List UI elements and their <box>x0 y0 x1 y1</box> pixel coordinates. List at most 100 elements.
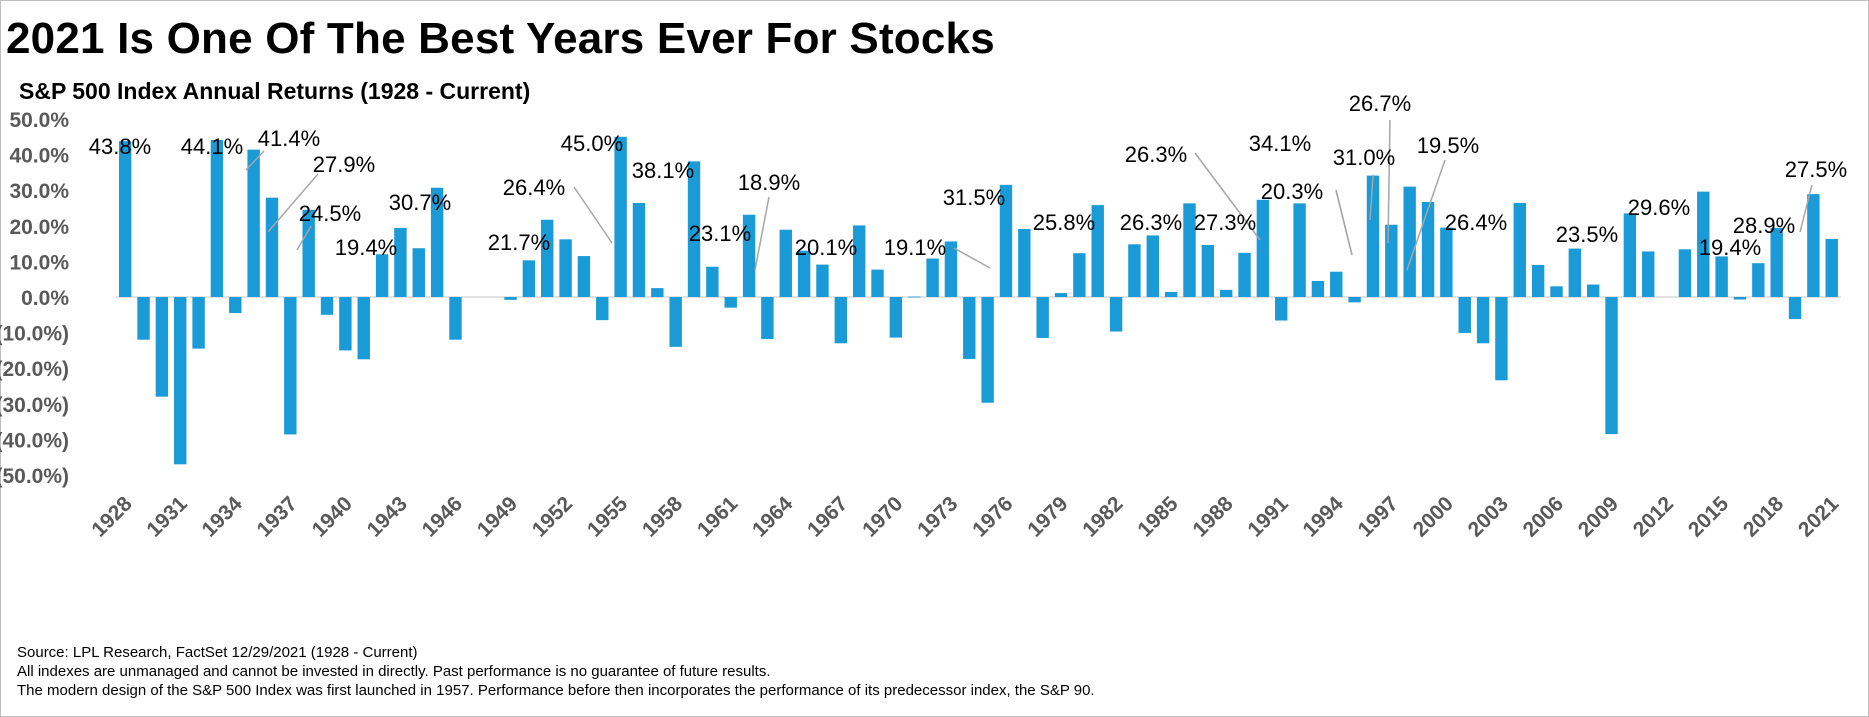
data-label-1996: 20.3% <box>1261 179 1323 204</box>
bar-1953 <box>577 256 591 297</box>
bar-1990 <box>1256 199 1270 297</box>
bar-2021 <box>1825 238 1838 297</box>
x-tick-label: 2003 <box>1464 492 1513 541</box>
y-tick-label: 50.0% <box>9 109 69 132</box>
bar-1965 <box>797 250 811 297</box>
data-label-1945: 30.7% <box>389 190 451 215</box>
x-tick-label: 1955 <box>583 492 633 542</box>
chart-subtitle: S&P 500 Index Annual Returns (1928 - Cur… <box>19 78 531 104</box>
leader-line-1998 <box>1387 119 1391 244</box>
bar-2004 <box>1513 203 1526 297</box>
bar-1980 <box>1073 253 1086 297</box>
bar-2010 <box>1623 213 1637 297</box>
data-label-1956: 26.4% <box>503 175 565 200</box>
bar-1932 <box>192 297 205 349</box>
bar-2020 <box>1807 194 1820 297</box>
bar-2006 <box>1550 286 1563 297</box>
bar-1964 <box>779 229 792 297</box>
bar-1962 <box>742 214 756 297</box>
data-label-1976: 19.1% <box>884 235 946 260</box>
data-label-1951: 21.7% <box>488 230 550 255</box>
data-label-1999: 19.5% <box>1417 133 1479 158</box>
bar-1961 <box>724 297 737 308</box>
bar-1977 <box>1018 229 1031 297</box>
data-label-1963: 18.9% <box>738 170 800 195</box>
x-tick-label: 1979 <box>1023 492 1072 541</box>
y-tick-label: (40.0%) <box>0 429 69 452</box>
x-tick-label: 1973 <box>913 492 962 541</box>
bar-1981 <box>1091 205 1104 297</box>
bar-2003 <box>1495 297 1508 381</box>
bar-1951 <box>541 219 554 297</box>
data-label-1975: 31.5% <box>943 185 1005 210</box>
data-label-1989: 27.3% <box>1194 210 1256 235</box>
x-tick-label: 1949 <box>473 492 522 541</box>
x-tick-label: 2015 <box>1684 492 1734 542</box>
bar-1955 <box>614 136 627 297</box>
bar-1945 <box>430 187 444 297</box>
data-label-2017: 19.4% <box>1699 235 1761 260</box>
x-tick-label: 1985 <box>1133 492 1183 542</box>
bar-1952 <box>559 239 572 297</box>
y-tick-label: 0.0% <box>21 287 69 310</box>
x-tick-label: 1976 <box>968 492 1017 541</box>
x-tick-label: 1946 <box>418 492 467 541</box>
bar-1970 <box>889 297 903 338</box>
bar-1969 <box>871 269 884 297</box>
bar-2007 <box>1568 248 1582 297</box>
leader-line-1999 <box>1406 159 1446 271</box>
x-tick-label: 1967 <box>803 492 852 541</box>
x-tick-label: 2018 <box>1739 492 1789 542</box>
bar-1973 <box>944 241 958 297</box>
leader-line-2021 <box>1799 184 1813 233</box>
bar-1956 <box>632 203 646 297</box>
bar-1967 <box>834 297 848 344</box>
bar-1950 <box>522 260 536 297</box>
bar-1929 <box>137 297 150 340</box>
bar-1943 <box>394 227 407 297</box>
x-tick-label: 2006 <box>1519 492 1568 541</box>
y-axis-tick-labels: 50.0% 40.0% 30.0% 20.0% 10.0% 0.0% (10.0%) (20.… <box>0 109 69 488</box>
leader-line-1938 <box>296 225 312 251</box>
bar-1928 <box>118 141 132 297</box>
bar-1991 <box>1275 297 1288 321</box>
y-tick-label: 30.0% <box>9 180 69 203</box>
bar-2017 <box>1752 263 1765 297</box>
bar-1934 <box>229 297 242 314</box>
x-tick-label: 1991 <box>1243 492 1293 542</box>
bar-1983 <box>1128 244 1141 297</box>
page-title: 2021 Is One Of The Best Years Ever For S… <box>6 14 995 63</box>
bar-1978 <box>1036 297 1049 338</box>
data-label-2013: 29.6% <box>1628 195 1690 220</box>
data-label-1933: 44.1% <box>181 134 243 159</box>
bar-1939 <box>320 297 334 315</box>
leader-line-1996 <box>1335 189 1353 256</box>
bar-1995 <box>1348 297 1361 303</box>
bar-1937 <box>284 297 297 435</box>
x-tick-label: 1988 <box>1188 492 1238 542</box>
leader-line-1936 <box>267 173 319 233</box>
bar-2001 <box>1458 297 1471 333</box>
bar-2009 <box>1605 297 1618 435</box>
bar-2019 <box>1788 297 1802 320</box>
data-label-1928: 43.8% <box>89 134 151 159</box>
bar-1936 <box>265 197 279 297</box>
bar-2005 <box>1531 264 1545 297</box>
bar-1942 <box>375 254 389 297</box>
bar-1972 <box>926 258 939 297</box>
bar-1949 <box>504 297 517 300</box>
data-label-1935: 41.4% <box>258 126 320 151</box>
x-tick-label: 1958 <box>638 492 688 542</box>
bar-1975 <box>981 297 994 403</box>
data-label-1985: 26.3% <box>1120 210 1182 235</box>
y-tick-label: 10.0% <box>9 251 69 274</box>
bar-1968 <box>852 225 866 297</box>
bar-1996 <box>1366 175 1380 297</box>
x-tick-label: 2009 <box>1574 492 1623 541</box>
x-tick-label: 1931 <box>142 492 192 542</box>
bar-1960 <box>706 266 719 297</box>
data-label-1958: 38.1% <box>632 158 694 183</box>
bar-1933 <box>210 140 224 297</box>
data-labels-group: 43.8% 44.1% 41.4%27.9% 24.5% 19.4% 30.7% 21.7%… <box>89 91 1847 260</box>
